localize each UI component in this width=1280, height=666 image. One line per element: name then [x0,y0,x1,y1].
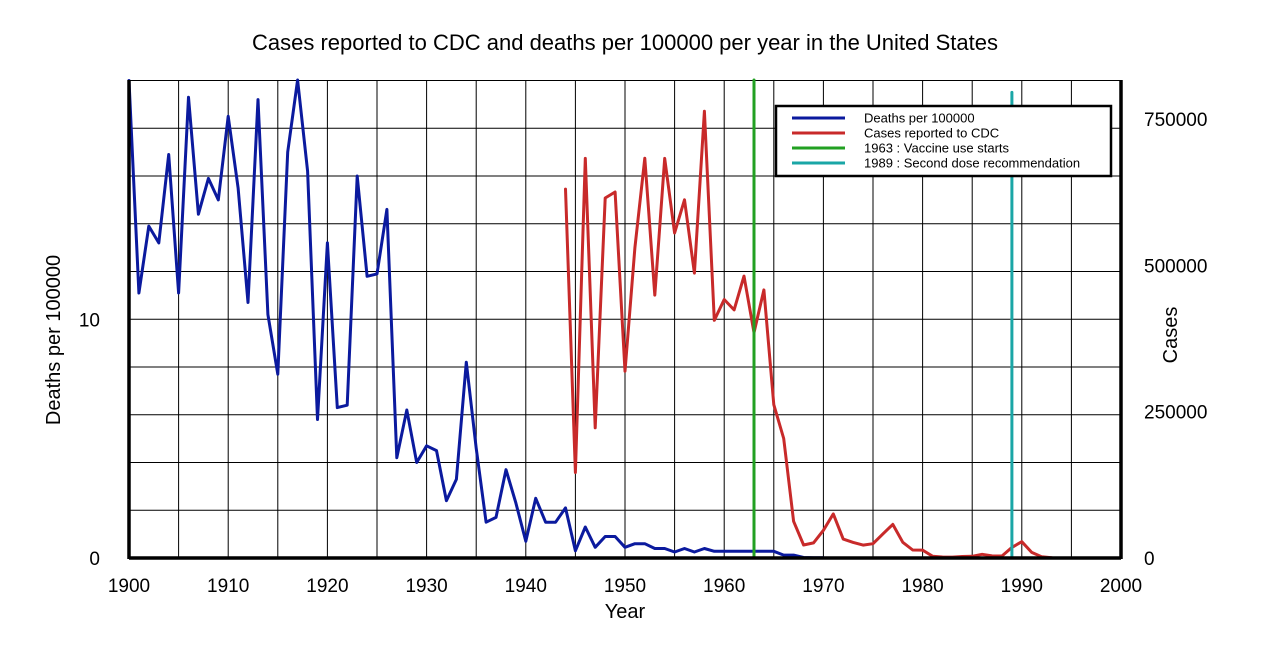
x-tick-label: 1950 [604,576,646,597]
x-tick-label: 1940 [505,576,547,597]
ticks-layer: 1900 1910 1920 1930 1940 1950 1960 1970 1980 1990… [79,110,1208,597]
legend-entry-label: 1963 : Vaccine use starts [864,141,1010,156]
y-left-tick-label: 10 [79,310,100,331]
legend-entry-label: Cases reported to CDC [864,126,999,141]
y-axis-right-label: Cases [1160,307,1182,364]
legend-entry-label: Deaths per 100000 [864,111,975,126]
x-tick-label: 1970 [802,576,844,597]
y-right-tick-label: 0 [1144,549,1155,570]
x-tick-label: 1900 [108,576,150,597]
legend-entry-label: 1989 : Second dose recommendation [864,156,1080,171]
y-left-tick-label: 0 [89,549,100,570]
chart-title: Cases reported to CDC and deaths per 100… [252,30,998,55]
axes-layer [127,80,1123,560]
x-tick-label: 1980 [901,576,943,597]
x-axis-label: Year [605,601,646,623]
x-tick-label: 1990 [1001,576,1043,597]
series-line-2 [564,109,1054,560]
series-line-1 [127,78,825,560]
x-tick-label: 1930 [405,576,447,597]
y-right-tick-label: 250000 [1144,403,1207,424]
x-tick-label: 1920 [306,576,348,597]
x-tick-label: 1960 [703,576,745,597]
y-right-tick-label: 750000 [1144,110,1207,131]
x-tick-label: 1910 [207,576,249,597]
y-right-tick-label: 500000 [1144,256,1207,277]
y-axis-left-label: Deaths per 100000 [43,255,65,425]
x-tick-label: 2000 [1100,576,1142,597]
